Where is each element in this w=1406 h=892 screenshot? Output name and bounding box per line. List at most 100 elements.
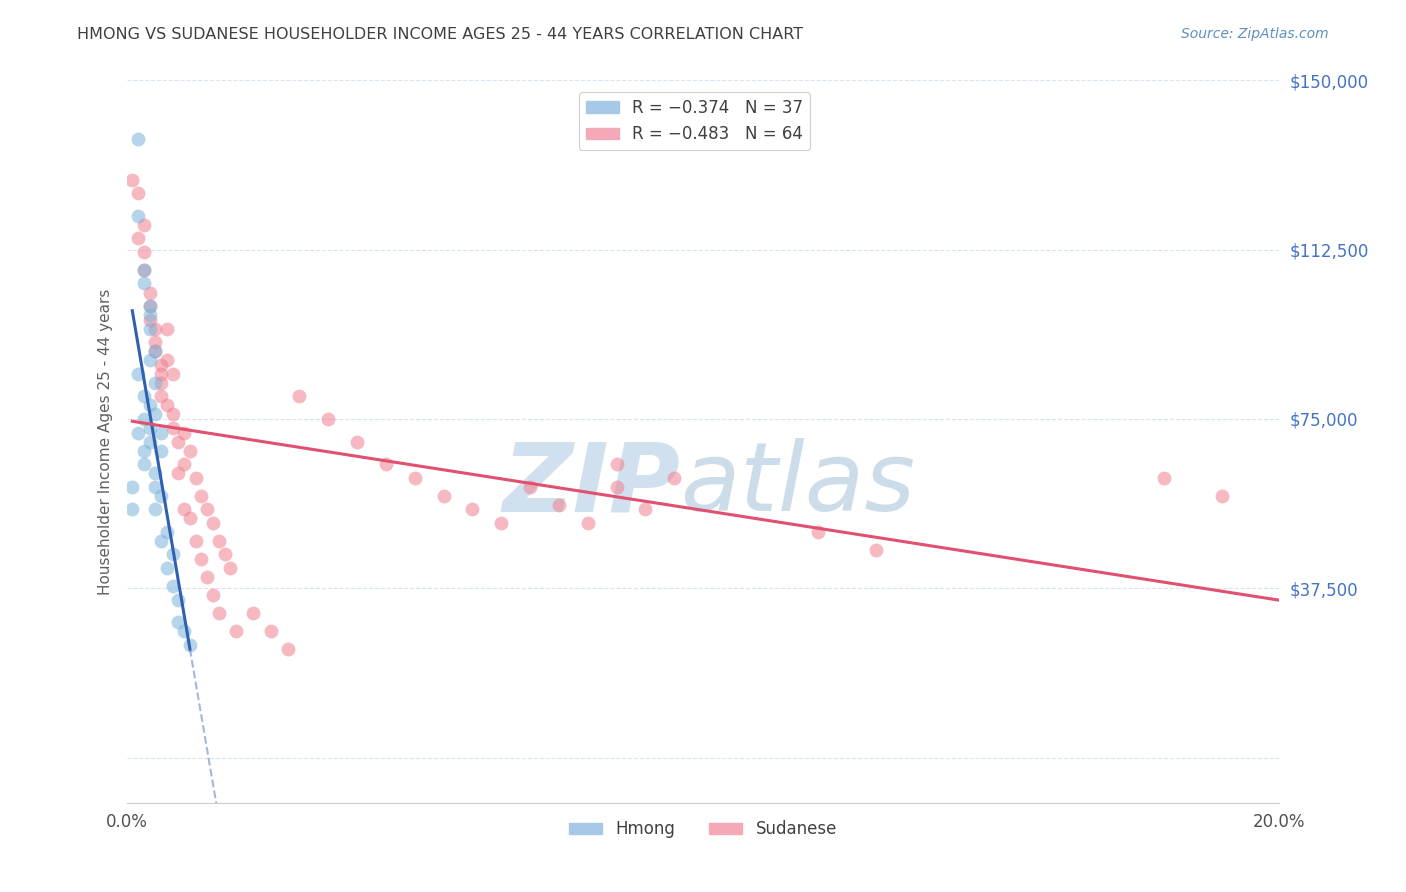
Point bbox=[173, 425, 195, 440]
Point bbox=[138, 308, 160, 322]
Point bbox=[138, 421, 160, 435]
Y-axis label: Householder Income Ages 25 - 44 years: Householder Income Ages 25 - 44 years bbox=[97, 288, 112, 595]
Point bbox=[145, 344, 166, 359]
Point bbox=[132, 218, 155, 232]
Point bbox=[121, 172, 143, 186]
Point bbox=[184, 470, 207, 484]
Point bbox=[277, 642, 299, 657]
Point bbox=[156, 353, 179, 368]
Point bbox=[138, 299, 160, 313]
Point bbox=[606, 480, 628, 494]
Point bbox=[519, 480, 541, 494]
Point bbox=[346, 434, 368, 449]
Point bbox=[1153, 470, 1175, 484]
Point bbox=[865, 542, 887, 557]
Point bbox=[288, 389, 311, 403]
Point bbox=[150, 489, 173, 503]
Point bbox=[173, 502, 195, 516]
Point bbox=[150, 533, 173, 548]
Point bbox=[145, 344, 166, 359]
Point bbox=[150, 367, 173, 381]
Point bbox=[162, 548, 184, 562]
Point bbox=[156, 398, 179, 412]
Point bbox=[150, 425, 173, 440]
Point bbox=[156, 524, 179, 539]
Point bbox=[145, 466, 166, 480]
Point bbox=[179, 638, 201, 652]
Point bbox=[548, 498, 571, 512]
Point bbox=[190, 489, 212, 503]
Point bbox=[138, 285, 160, 300]
Point bbox=[807, 524, 830, 539]
Point bbox=[150, 358, 173, 372]
Point bbox=[138, 321, 160, 335]
Point bbox=[127, 186, 149, 201]
Point bbox=[173, 624, 195, 639]
Point bbox=[138, 312, 160, 326]
Point bbox=[374, 457, 398, 471]
Point bbox=[167, 615, 190, 630]
Point bbox=[150, 389, 173, 403]
Point bbox=[127, 209, 149, 223]
Point bbox=[138, 353, 160, 368]
Point bbox=[132, 389, 155, 403]
Point bbox=[202, 588, 225, 602]
Point bbox=[259, 624, 281, 639]
Point bbox=[1211, 489, 1233, 503]
Point bbox=[127, 132, 149, 146]
Point bbox=[167, 434, 190, 449]
Point bbox=[138, 434, 160, 449]
Point bbox=[242, 606, 264, 620]
Point bbox=[634, 502, 657, 516]
Point bbox=[121, 502, 143, 516]
Point bbox=[138, 299, 160, 313]
Point bbox=[162, 421, 184, 435]
Point bbox=[433, 489, 456, 503]
Point bbox=[127, 231, 149, 245]
Point bbox=[576, 516, 599, 530]
Point bbox=[173, 457, 195, 471]
Point bbox=[132, 412, 155, 426]
Point bbox=[208, 606, 231, 620]
Point bbox=[145, 335, 166, 350]
Point bbox=[162, 579, 184, 593]
Point bbox=[145, 321, 166, 335]
Point bbox=[461, 502, 484, 516]
Point bbox=[225, 624, 247, 639]
Text: HMONG VS SUDANESE HOUSEHOLDER INCOME AGES 25 - 44 YEARS CORRELATION CHART: HMONG VS SUDANESE HOUSEHOLDER INCOME AGE… bbox=[77, 27, 803, 42]
Point bbox=[167, 592, 190, 607]
Point bbox=[150, 443, 173, 458]
Point bbox=[150, 376, 173, 390]
Point bbox=[121, 480, 143, 494]
Point bbox=[162, 367, 184, 381]
Point bbox=[145, 480, 166, 494]
Point bbox=[179, 511, 201, 525]
Point bbox=[491, 516, 513, 530]
Point bbox=[184, 533, 207, 548]
Point bbox=[190, 552, 212, 566]
Text: ZIP: ZIP bbox=[502, 438, 681, 532]
Text: atlas: atlas bbox=[681, 438, 915, 532]
Point bbox=[138, 398, 160, 412]
Point bbox=[664, 470, 686, 484]
Point bbox=[179, 443, 201, 458]
Point bbox=[127, 367, 149, 381]
Point bbox=[145, 376, 166, 390]
Legend: Hmong, Sudanese: Hmong, Sudanese bbox=[562, 814, 844, 845]
Text: Source: ZipAtlas.com: Source: ZipAtlas.com bbox=[1181, 27, 1329, 41]
Point bbox=[219, 561, 242, 575]
Point bbox=[145, 502, 166, 516]
Point bbox=[132, 277, 155, 291]
Point bbox=[404, 470, 426, 484]
Point bbox=[156, 321, 179, 335]
Point bbox=[132, 263, 155, 277]
Point bbox=[318, 412, 340, 426]
Point bbox=[606, 457, 628, 471]
Point bbox=[167, 466, 190, 480]
Point bbox=[156, 561, 179, 575]
Point bbox=[132, 443, 155, 458]
Point bbox=[214, 548, 236, 562]
Point bbox=[202, 516, 225, 530]
Point bbox=[127, 425, 149, 440]
Point bbox=[145, 408, 166, 422]
